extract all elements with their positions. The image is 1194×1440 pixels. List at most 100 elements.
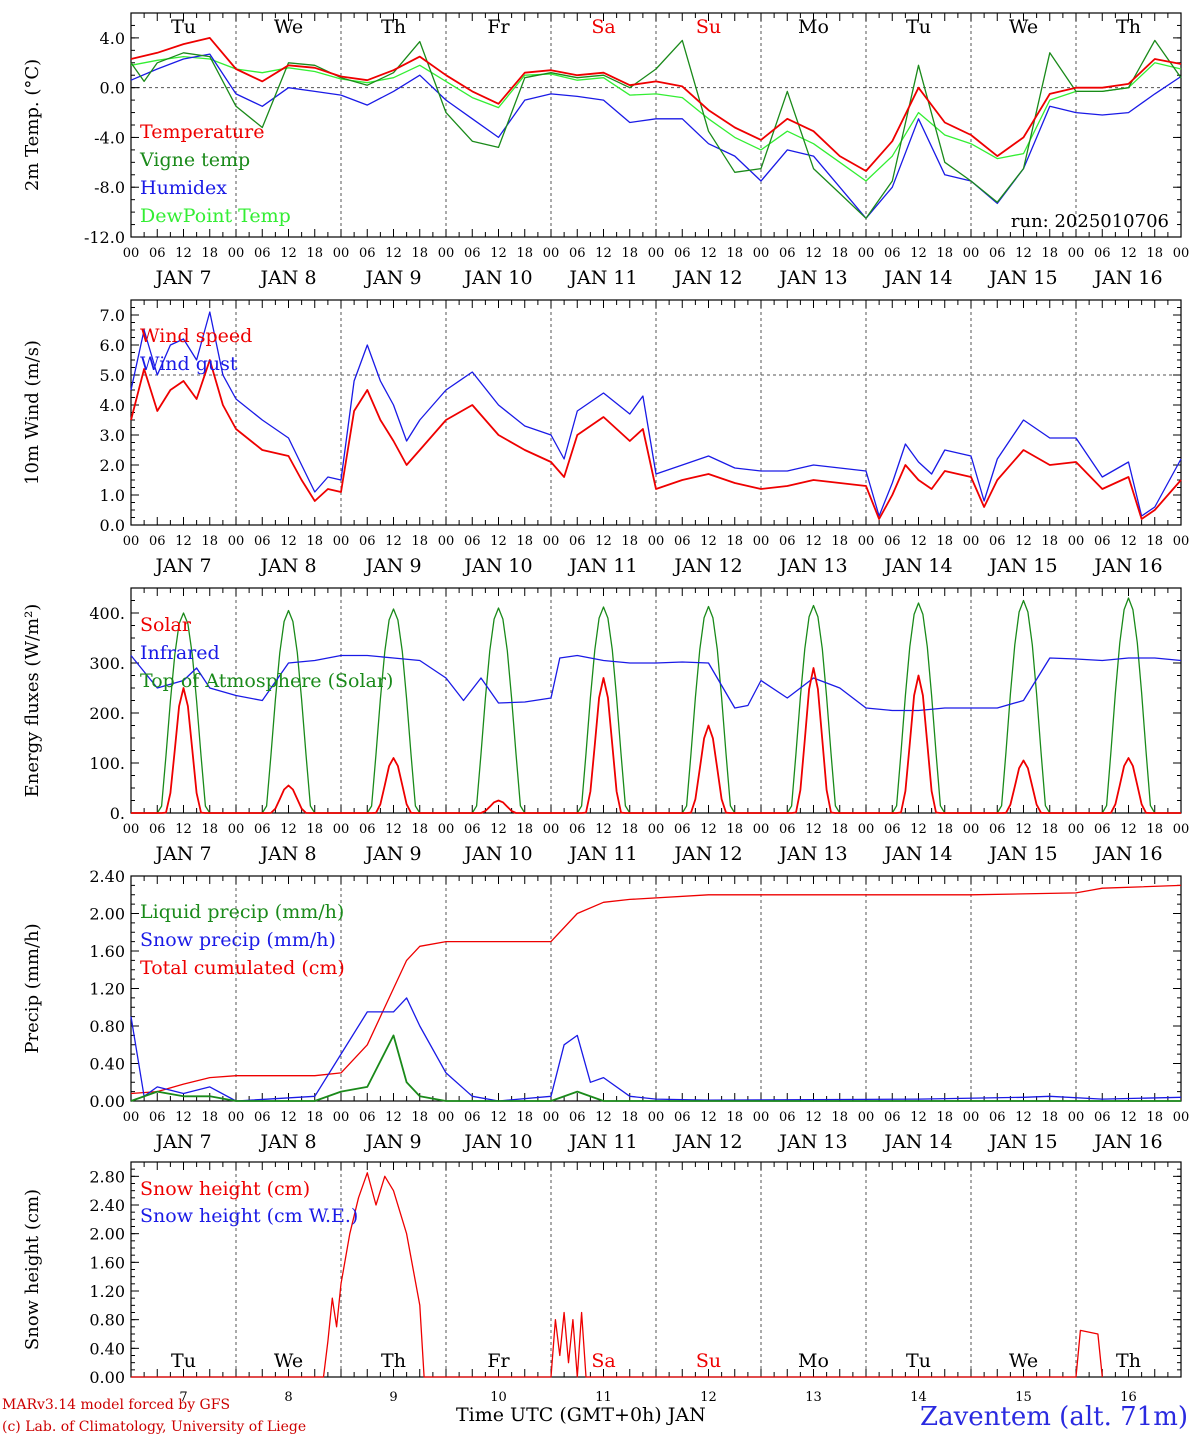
y-tick-label: 0.40 xyxy=(89,1339,125,1358)
x-day-label: JAN 16 xyxy=(1092,843,1162,865)
x-hour-label: 12 xyxy=(1015,534,1032,549)
y-tick-label: -12.0 xyxy=(84,228,125,247)
x-hour-label: 00 xyxy=(1173,246,1190,261)
day-of-week-label: Th xyxy=(1116,16,1141,38)
x-day-label: JAN 14 xyxy=(882,1131,952,1153)
day-of-week-label: Mo xyxy=(798,16,829,38)
legend-entry: Liquid precip (mm/h) xyxy=(140,901,344,923)
x-hour-label: 18 xyxy=(201,534,218,549)
legend-entry: Snow height (cm W.E.) xyxy=(140,1205,358,1227)
x-hour-label: 06 xyxy=(464,246,481,261)
y-tick-label: 1.60 xyxy=(89,1253,125,1272)
x-hour-label: 00 xyxy=(438,246,455,261)
y-tick-label: 7.0 xyxy=(100,306,125,325)
x-hour-label: 00 xyxy=(228,822,245,837)
y-tick-label: 400. xyxy=(89,604,125,623)
x-hour-label: 06 xyxy=(884,1110,901,1125)
x-hour-label: 00 xyxy=(963,1110,980,1125)
x-hour-label: 12 xyxy=(280,1110,297,1125)
day-of-week-label: We xyxy=(274,16,303,38)
y-tick-label: 300. xyxy=(89,654,125,673)
x-hour-label: 18 xyxy=(411,822,428,837)
x-hour-label: 06 xyxy=(674,246,691,261)
x-hour-label: 00 xyxy=(333,822,350,837)
x-hour-label: 00 xyxy=(858,246,875,261)
series-line-snow-precip-mm-h- xyxy=(130,997,1182,1102)
x-hour-label: 12 xyxy=(175,822,192,837)
x-day-label: JAN 12 xyxy=(672,843,742,865)
series-line-infrared xyxy=(130,654,1182,712)
x-day-label: JAN 11 xyxy=(567,555,637,577)
x-hour-label: 00 xyxy=(333,1110,350,1125)
panels-group: 4.0 0.0 -4.0 -8.0 -12.0 2m Temp. (°C) Tu We Th Fr… xyxy=(22,12,1190,1405)
y-tick-label: 2.40 xyxy=(89,867,125,886)
day-of-week-label: Tu xyxy=(906,1350,931,1372)
x-day-number: 13 xyxy=(805,1390,822,1405)
x-hour-label: 06 xyxy=(779,1110,796,1125)
day-of-week-label: Mo xyxy=(798,1350,829,1372)
x-hour-label: 00 xyxy=(228,246,245,261)
x-hour-label: 12 xyxy=(700,1110,717,1125)
y-tick-label: 5.0 xyxy=(100,366,125,385)
x-hour-label: 06 xyxy=(254,1110,271,1125)
x-day-label: JAN 11 xyxy=(567,267,637,289)
day-of-week-label: Su xyxy=(696,16,721,38)
series-line-solar xyxy=(131,667,1181,814)
x-hour-label: 00 xyxy=(543,822,560,837)
lab-credit: (c) Lab. of Climatology, University of L… xyxy=(2,1419,307,1435)
station-name: Zaventem (alt. 71m) xyxy=(920,1402,1188,1432)
x-day-number: 10 xyxy=(490,1390,507,1405)
x-hour-label: 12 xyxy=(1120,246,1137,261)
day-of-week-label: Sa xyxy=(591,16,615,38)
y-tick-label: -4.0 xyxy=(94,128,125,147)
x-hour-label: 06 xyxy=(884,534,901,549)
x-day-number: 15 xyxy=(1015,1390,1032,1405)
x-hour-label: 06 xyxy=(989,822,1006,837)
day-of-week-label: Fr xyxy=(487,16,510,38)
x-hour-label: 00 xyxy=(1173,822,1190,837)
x-hour-label: 00 xyxy=(963,534,980,549)
x-hour-label: 18 xyxy=(1146,246,1163,261)
y-tick-label: 2.80 xyxy=(89,1167,125,1186)
x-day-label: JAN 10 xyxy=(462,555,532,577)
x-hour-label: 12 xyxy=(595,246,612,261)
x-hour-label: 18 xyxy=(306,246,323,261)
x-day-label: JAN 14 xyxy=(882,555,952,577)
x-hour-label: 06 xyxy=(779,534,796,549)
x-hour-label: 18 xyxy=(936,822,953,837)
day-of-week-label: Th xyxy=(381,1350,406,1372)
x-hour-label: 18 xyxy=(726,534,743,549)
x-hour-label: 18 xyxy=(1041,1110,1058,1125)
y-tick-label: 1.60 xyxy=(89,942,125,961)
x-day-label: JAN 10 xyxy=(462,843,532,865)
y-tick-label: 0.0 xyxy=(100,516,125,535)
x-hour-label: 12 xyxy=(490,822,507,837)
plot-frame xyxy=(130,299,1182,526)
x-day-number: 16 xyxy=(1120,1390,1137,1405)
x-hour-label: 12 xyxy=(910,822,927,837)
x-hour-label: 06 xyxy=(359,822,376,837)
day-of-week-label: We xyxy=(1009,1350,1038,1372)
legend-entry: Humidex xyxy=(140,177,227,199)
y-axis-label: Precip (mm/h) xyxy=(22,923,43,1053)
day-of-week-label: Tu xyxy=(171,16,196,38)
x-hour-label: 06 xyxy=(989,1110,1006,1125)
x-hour-label: 00 xyxy=(1068,822,1085,837)
y-tick-label: 1.0 xyxy=(100,486,125,505)
x-day-label: JAN 9 xyxy=(363,843,421,865)
series-line-liquid-precip-mm-h- xyxy=(130,1034,1181,1102)
x-hour-label: 12 xyxy=(700,534,717,549)
x-day-label: JAN 8 xyxy=(258,555,316,577)
x-hour-label: 12 xyxy=(805,246,822,261)
x-hour-label: 00 xyxy=(858,1110,875,1125)
x-hour-label: 12 xyxy=(1120,534,1137,549)
x-hour-label: 12 xyxy=(805,1110,822,1125)
x-axis-title: Time UTC (GMT+0h) JAN xyxy=(456,1404,706,1426)
y-tick-label: 1.20 xyxy=(89,1282,125,1301)
x-hour-label: 12 xyxy=(700,246,717,261)
x-day-label: JAN 13 xyxy=(777,843,847,865)
x-hour-label: 00 xyxy=(648,246,665,261)
legend-entry: Snow precip (mm/h) xyxy=(140,929,336,951)
x-hour-label: 12 xyxy=(490,1110,507,1125)
x-hour-label: 06 xyxy=(464,534,481,549)
